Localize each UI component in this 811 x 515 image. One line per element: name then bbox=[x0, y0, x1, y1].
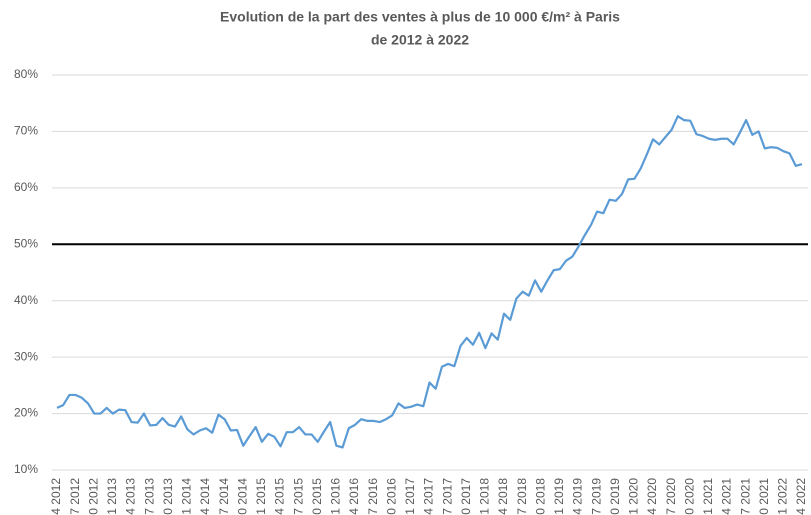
x-tick-label: 7 2016 bbox=[366, 478, 380, 515]
x-tick-label: 4 2017 bbox=[422, 478, 436, 515]
x-tick-label: 4 2013 bbox=[124, 478, 138, 515]
x-tick-label: 4 2012 bbox=[49, 478, 63, 515]
x-tick-label: 4 2019 bbox=[571, 478, 585, 515]
x-tick-label: 1 2014 bbox=[180, 478, 194, 515]
x-tick-label: 10 2021 bbox=[757, 478, 771, 515]
x-tick-label: 7 2017 bbox=[440, 478, 454, 515]
y-tick-label: 30% bbox=[14, 349, 38, 363]
x-tick-label: 7 2018 bbox=[515, 478, 529, 515]
x-tick-label: 1 2015 bbox=[254, 478, 268, 515]
x-tick-label: 4 2022 bbox=[794, 478, 808, 515]
y-tick-label: 10% bbox=[14, 462, 38, 476]
x-tick-label: 7 2014 bbox=[217, 478, 231, 515]
x-tick-label: 7 2013 bbox=[142, 478, 156, 515]
y-tick-label: 40% bbox=[14, 293, 38, 307]
x-tick-label: 7 2015 bbox=[291, 478, 305, 515]
x-tick-label: 1 2017 bbox=[403, 478, 417, 515]
x-tick-label: 1 2022 bbox=[776, 478, 790, 515]
x-tick-label: 4 2020 bbox=[645, 478, 659, 515]
x-tick-label: 1 2019 bbox=[552, 478, 566, 515]
x-tick-label: 4 2016 bbox=[347, 478, 361, 515]
x-tick-label: 10 2020 bbox=[682, 478, 696, 515]
x-tick-label: 10 2017 bbox=[459, 478, 473, 515]
x-tick-label: 4 2015 bbox=[273, 478, 287, 515]
x-tick-label: 4 2018 bbox=[496, 478, 510, 515]
x-tick-label: 10 2012 bbox=[86, 478, 100, 515]
series-line bbox=[56, 115, 803, 449]
x-tick-label: 10 2019 bbox=[608, 478, 622, 515]
x-tick-label: 10 2015 bbox=[310, 478, 324, 515]
x-tick-label: 1 2018 bbox=[478, 478, 492, 515]
y-tick-label: 60% bbox=[14, 180, 38, 194]
x-tick-label: 10 2018 bbox=[533, 478, 547, 515]
x-tick-label: 10 2013 bbox=[161, 478, 175, 515]
y-tick-label: 20% bbox=[14, 406, 38, 420]
x-tick-label: 4 2014 bbox=[198, 478, 212, 515]
chart-title: Evolution de la part des ventes à plus d… bbox=[220, 9, 620, 25]
x-tick-label: 1 2020 bbox=[627, 478, 641, 515]
x-tick-label: 7 2012 bbox=[68, 478, 82, 515]
x-tick-label: 10 2014 bbox=[235, 478, 249, 515]
x-tick-label: 7 2021 bbox=[738, 478, 752, 515]
x-tick-label: 1 2021 bbox=[701, 478, 715, 515]
y-tick-label: 70% bbox=[14, 124, 38, 138]
x-tick-label: 1 2013 bbox=[105, 478, 119, 515]
x-tick-label: 1 2016 bbox=[329, 478, 343, 515]
y-tick-label: 80% bbox=[14, 67, 38, 81]
chart-subtitle: de 2012 à 2022 bbox=[371, 32, 469, 48]
x-tick-label: 7 2019 bbox=[589, 478, 603, 515]
y-tick-label: 50% bbox=[14, 236, 38, 250]
x-tick-label: 4 2021 bbox=[720, 478, 734, 515]
x-tick-label: 10 2016 bbox=[384, 478, 398, 515]
x-tick-label: 7 2020 bbox=[664, 478, 678, 515]
